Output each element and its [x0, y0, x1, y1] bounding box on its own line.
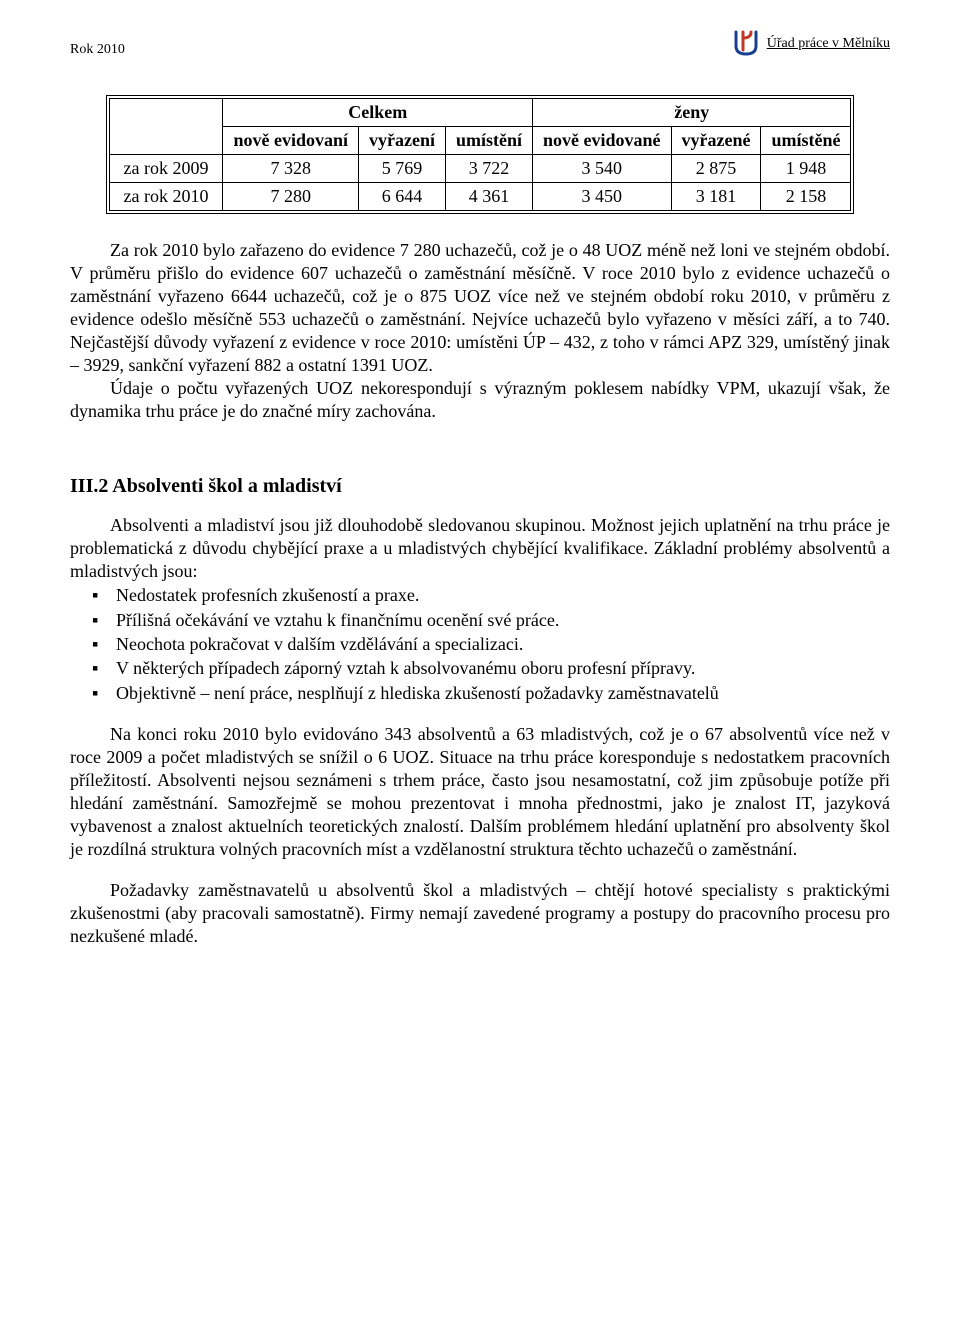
table-group-celkem: Celkem: [223, 99, 533, 127]
table-group-zeny: ženy: [533, 99, 851, 127]
table-cell: 3 450: [533, 183, 672, 211]
list-item: V některých případech záporný vztah k ab…: [116, 656, 890, 680]
list-item: Nedostatek profesních zkušeností a praxe…: [116, 583, 890, 607]
header-left: Rok 2010: [70, 42, 125, 58]
table-cell: 4 361: [445, 183, 532, 211]
table-row: za rok 2010 7 280 6 644 4 361 3 450 3 18…: [109, 183, 851, 211]
table-row-label: za rok 2010: [109, 183, 223, 211]
paragraph-1: Za rok 2010 bylo zařazeno do evidence 7 …: [70, 239, 890, 377]
table-cell: 5 769: [359, 155, 446, 183]
paragraph-4: Na konci roku 2010 bylo evidováno 343 ab…: [70, 723, 890, 861]
list-item: Objektivně – není práce, nesplňují z hle…: [116, 681, 890, 705]
table-cell: 3 540: [533, 155, 672, 183]
office-logo-icon: [733, 30, 759, 58]
paragraph-3: Absolventi a mladiství jsou již dlouhodo…: [70, 514, 890, 583]
header-right-text: Úřad práce v Mělníku: [767, 36, 890, 52]
table-corner-blank: [109, 99, 223, 155]
table-col-vyrazeni: vyřazení: [359, 127, 446, 155]
table-cell: 2 875: [671, 155, 761, 183]
table-cell: 7 328: [223, 155, 359, 183]
header-right: Úřad práce v Mělníku: [733, 30, 890, 58]
table-row-label: za rok 2009: [109, 155, 223, 183]
bullet-list: Nedostatek profesních zkušeností a praxe…: [116, 583, 890, 704]
table-cell: 3 181: [671, 183, 761, 211]
table-col-umisteni: umístění: [445, 127, 532, 155]
table-col-nove-evidovane: nově evidované: [533, 127, 672, 155]
table-col-umistene: umístěné: [761, 127, 851, 155]
list-item: Neochota pokračovat v dalším vzdělávání …: [116, 632, 890, 656]
table-col-nove-evidovani: nově evidovaní: [223, 127, 359, 155]
section-heading: III.2 Absolventi škol a mladiství: [70, 475, 890, 498]
table-col-vyrazene: vyřazené: [671, 127, 761, 155]
table-cell: 3 722: [445, 155, 532, 183]
list-item: Přílišná očekávání ve vztahu k finančním…: [116, 608, 890, 632]
paragraph-2: Údaje o počtu vyřazených UOZ nekorespond…: [70, 377, 890, 423]
paragraph-5: Požadavky zaměstnavatelů u absolventů šk…: [70, 879, 890, 948]
table-cell: 6 644: [359, 183, 446, 211]
table-row: za rok 2009 7 328 5 769 3 722 3 540 2 87…: [109, 155, 851, 183]
table-cell: 2 158: [761, 183, 851, 211]
page-header: Rok 2010 Úřad práce v Mělníku: [70, 30, 890, 58]
table-cell: 1 948: [761, 155, 851, 183]
page: Rok 2010 Úřad práce v Mělníku Celkem žen…: [0, 0, 960, 1324]
table-cell: 7 280: [223, 183, 359, 211]
evidence-table: Celkem ženy nově evidovaní vyřazení umís…: [109, 98, 852, 211]
